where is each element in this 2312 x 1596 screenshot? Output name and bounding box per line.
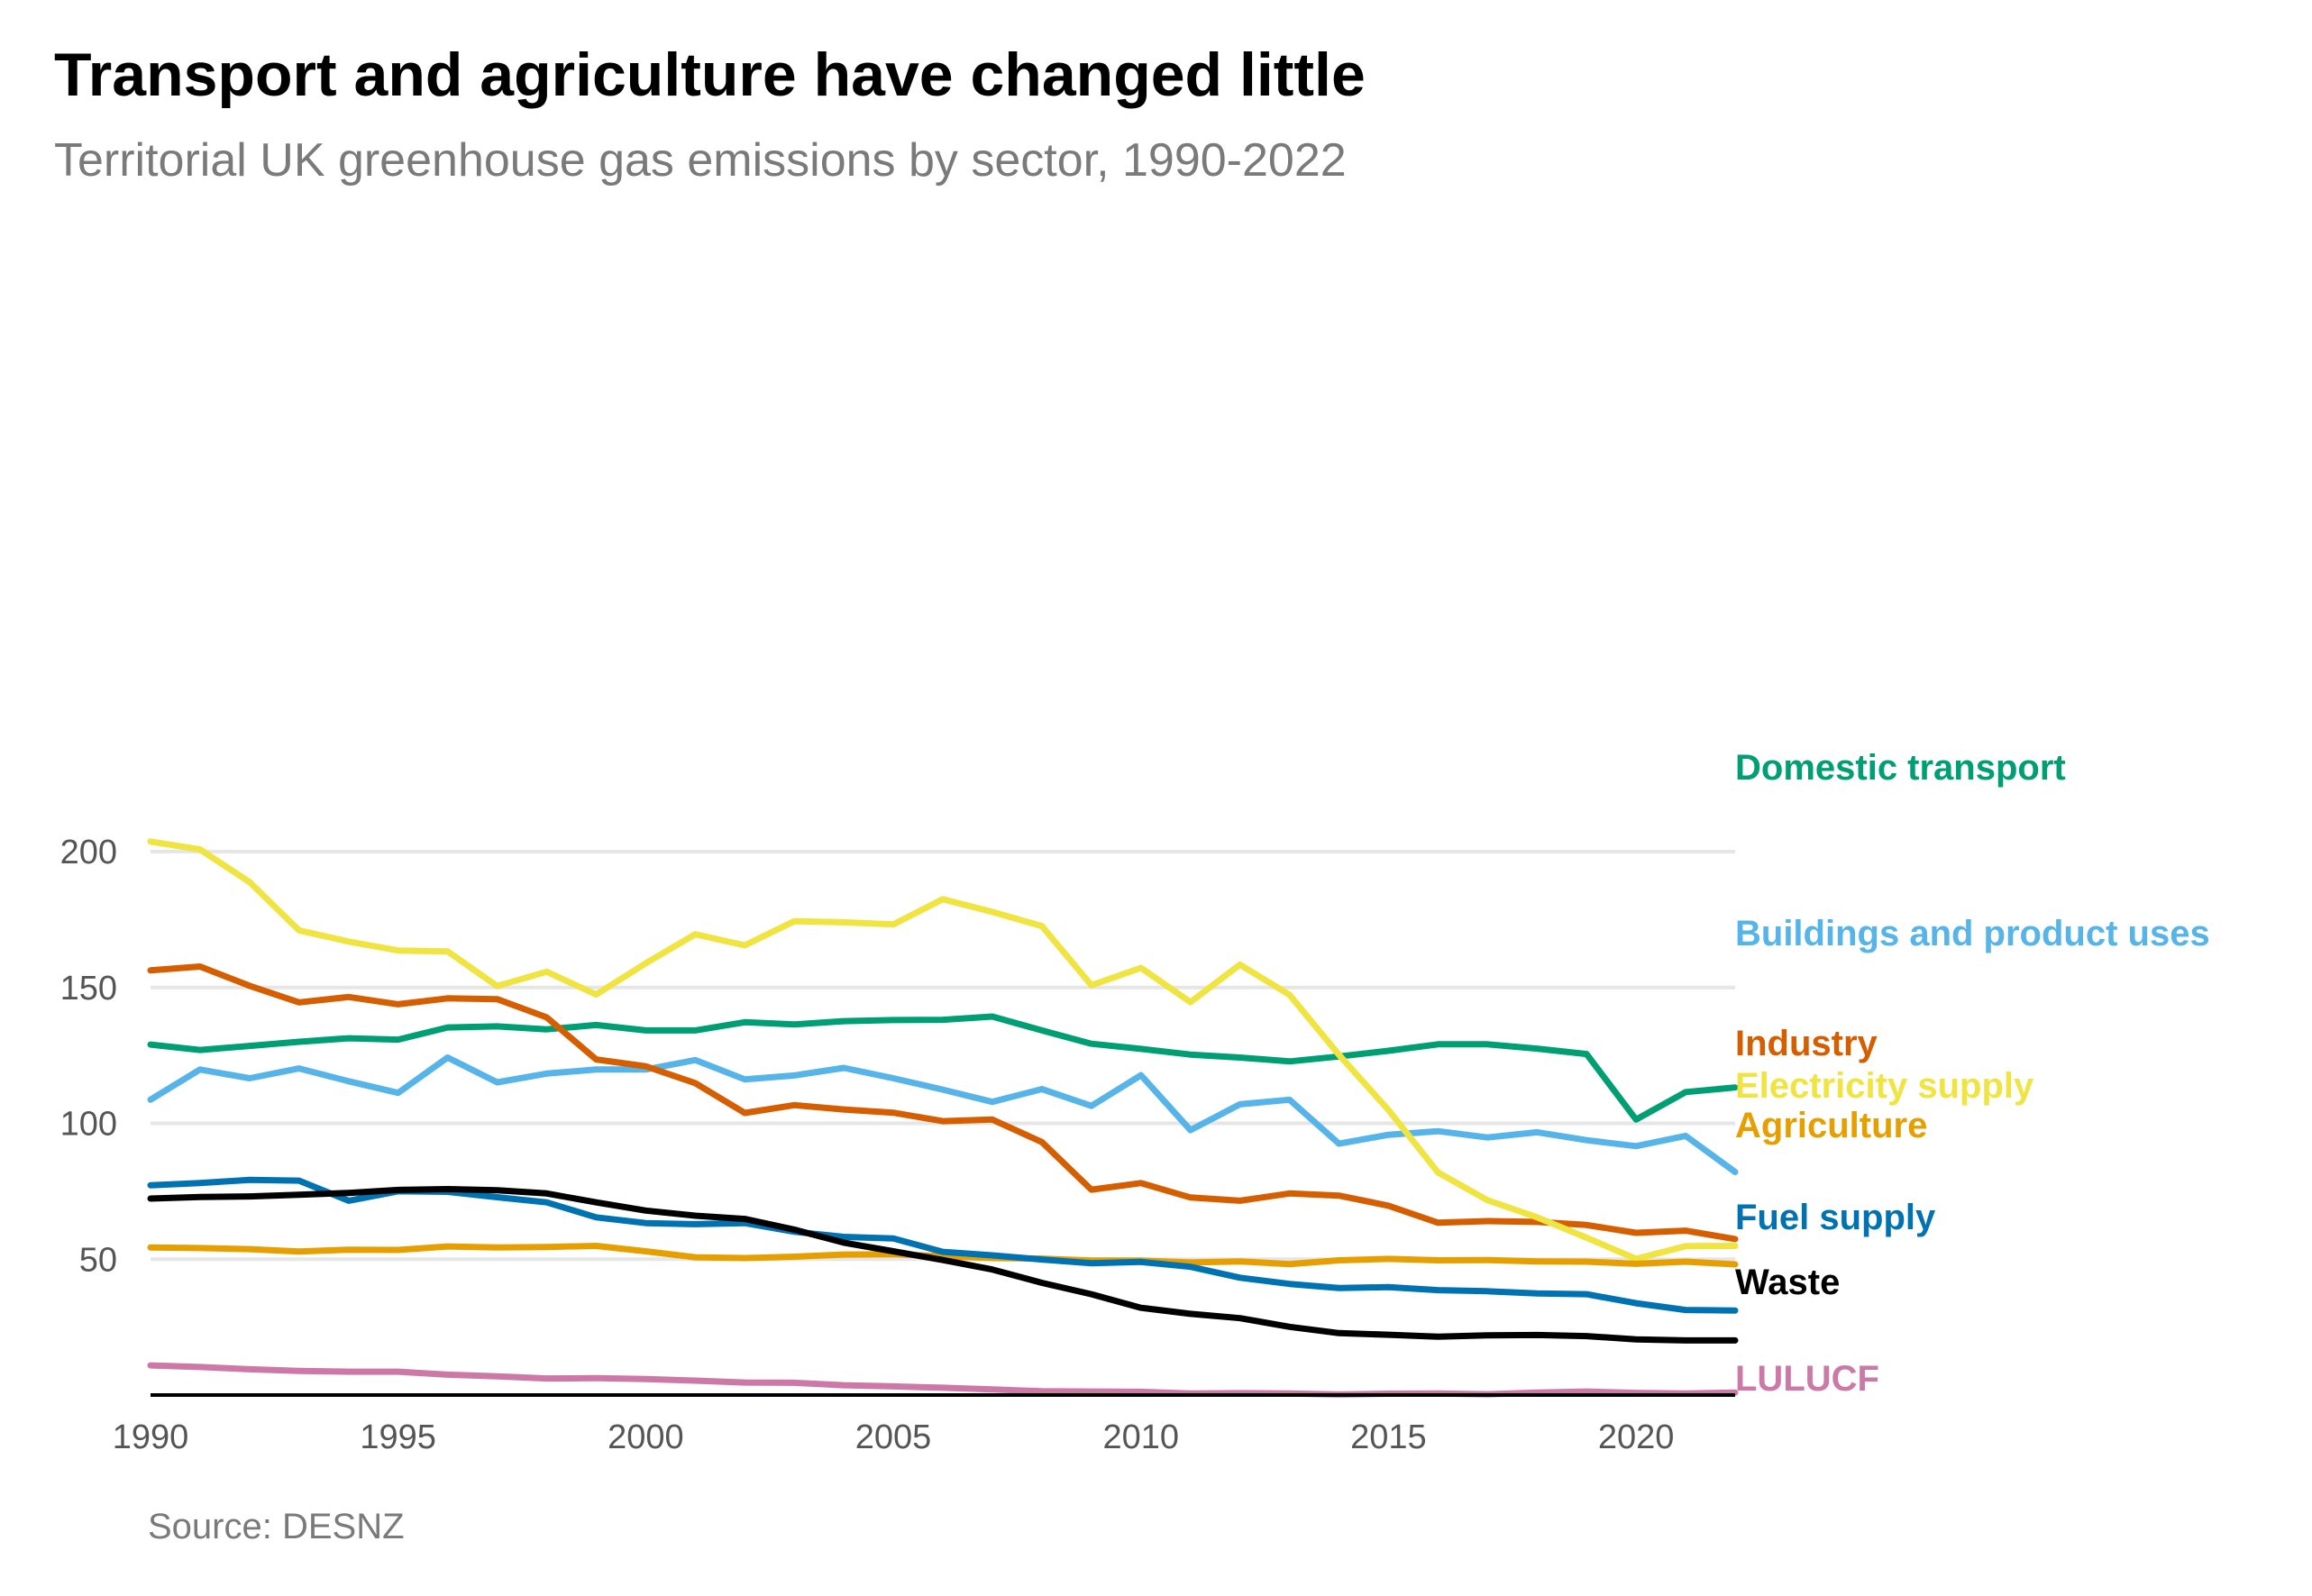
y-tick-label: 150 (60, 970, 117, 1008)
series-label-waste: Waste (1735, 1263, 1840, 1302)
series-label-buildings-and-product-uses: Buildings and product uses (1735, 914, 2210, 953)
y-tick-label: 200 (60, 834, 117, 871)
series-label-domestic-transport: Domestic transport (1735, 748, 2066, 788)
series-lines (147, 838, 1739, 1398)
x-tick-label: 1995 (360, 1418, 436, 1456)
series-label-fuel-supply: Fuel supply (1735, 1198, 1936, 1237)
x-axis-ticks: 1990 1995 2000 2005 2010 2015 2020 (113, 1418, 1675, 1456)
chart-subtitle: Territorial UK greenhouse gas emissions … (54, 134, 1347, 187)
series-line-buildings-and-product-uses (147, 1054, 1739, 1175)
x-tick-label: 2005 (855, 1418, 932, 1456)
series-label-lulucf: LULUCF (1735, 1359, 1879, 1399)
y-axis-ticks: 50 100 150 200 (60, 834, 117, 1279)
series-line-fuel-supply (147, 1176, 1739, 1314)
x-tick-label: 2015 (1350, 1418, 1427, 1456)
series-label-electricity-supply: Electricity supply (1735, 1066, 2034, 1106)
series-line-agriculture (147, 1243, 1739, 1268)
x-tick-label: 2010 (1102, 1418, 1179, 1456)
y-tick-label: 100 (60, 1106, 117, 1144)
source-note: Source: DESNZ (148, 1507, 405, 1546)
series-label-industry: Industry (1735, 1024, 1878, 1063)
series-line-industry (147, 963, 1739, 1243)
x-tick-label: 2020 (1598, 1418, 1675, 1456)
chart-title: Transport and agriculture have changed l… (54, 41, 1366, 109)
x-tick-label: 1990 (113, 1418, 189, 1456)
series-label-agriculture: Agriculture (1735, 1106, 1927, 1145)
series-labels: Domestic transport Buildings and product … (1735, 748, 2210, 1399)
x-tick-label: 2000 (608, 1418, 684, 1456)
series-line-domestic-transport (147, 1013, 1739, 1123)
series-line-waste (147, 1186, 1739, 1344)
y-tick-label: 50 (79, 1241, 117, 1279)
series-line-electricity-supply (147, 838, 1739, 1263)
series-line-lulucf (147, 1362, 1739, 1398)
gridlines (151, 850, 1735, 1262)
